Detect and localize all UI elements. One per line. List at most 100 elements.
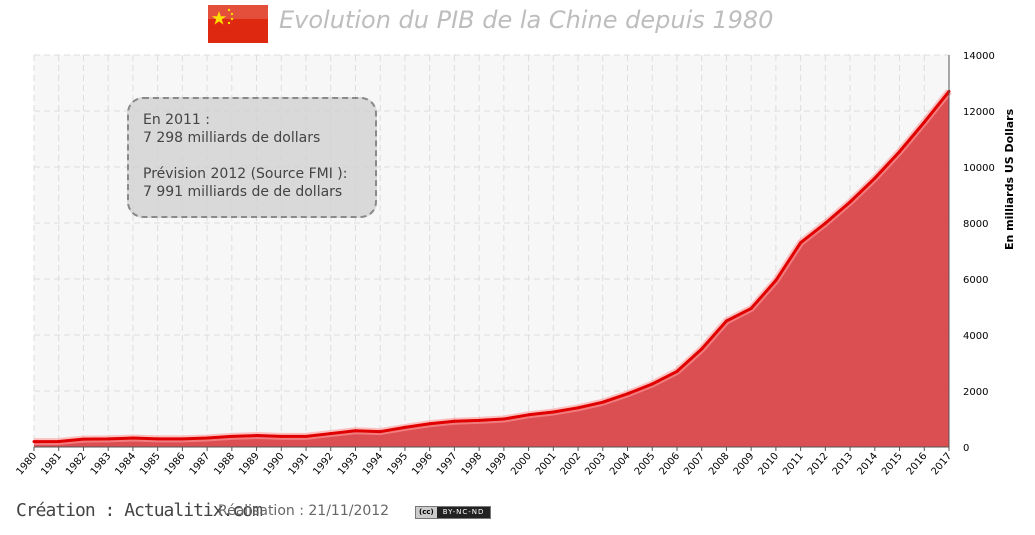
x-tick-label: 2016 bbox=[905, 451, 930, 478]
data-point bbox=[626, 392, 630, 396]
y-tick-label: 12000 bbox=[963, 107, 995, 118]
annotation-line: 7 991 milliards de de dollars bbox=[143, 184, 343, 200]
y-tick-label: 8000 bbox=[963, 219, 988, 230]
data-point bbox=[551, 410, 555, 414]
data-point bbox=[57, 440, 61, 444]
data-point bbox=[700, 347, 704, 351]
chart-title: Evolution du PIB de la Chine depuis 1980 bbox=[279, 6, 774, 34]
data-point bbox=[576, 406, 580, 410]
data-point bbox=[428, 422, 432, 426]
x-tick-label: 1989 bbox=[237, 451, 262, 478]
y-tick-label: 10000 bbox=[963, 163, 995, 174]
data-point bbox=[131, 436, 135, 440]
license-text: BY-NC-ND bbox=[442, 508, 485, 516]
data-point bbox=[477, 418, 481, 422]
x-tick-label: 1995 bbox=[385, 451, 410, 478]
data-point bbox=[749, 306, 753, 310]
x-tick-label: 2003 bbox=[583, 451, 608, 478]
x-tick-label: 1992 bbox=[311, 451, 336, 478]
y-axis-label: En milliards US Dollars bbox=[1003, 108, 1016, 250]
x-tick-label: 1982 bbox=[64, 451, 89, 478]
annotation-line: Prévision 2012 (Source FMI ): bbox=[143, 166, 348, 182]
data-point bbox=[724, 319, 728, 323]
y-tick-label: 4000 bbox=[963, 331, 988, 342]
x-tick-label: 2010 bbox=[756, 451, 781, 478]
x-tick-label: 1988 bbox=[212, 451, 237, 478]
annotation-box: En 2011 : 7 298 milliards de dollars Pré… bbox=[127, 97, 377, 218]
x-tick-label: 1997 bbox=[435, 451, 460, 478]
data-point bbox=[304, 434, 308, 438]
x-tick-label: 1994 bbox=[361, 451, 386, 478]
data-point bbox=[353, 429, 357, 433]
x-tick-label: 1984 bbox=[113, 451, 138, 478]
x-tick-label: 1985 bbox=[138, 451, 163, 478]
y-tick-label: 14000 bbox=[963, 51, 995, 62]
x-tick-label: 2002 bbox=[559, 451, 584, 478]
x-tick-label: 2001 bbox=[534, 451, 559, 478]
x-tick-label: 1996 bbox=[410, 451, 435, 478]
x-tick-label: 1991 bbox=[287, 451, 312, 478]
creation-credit: Création : Actualitix.com bbox=[16, 500, 263, 521]
data-point bbox=[650, 382, 654, 386]
x-tick-label: 2006 bbox=[657, 451, 682, 478]
series-line bbox=[33, 90, 951, 444]
data-point bbox=[32, 440, 36, 444]
data-point bbox=[799, 241, 803, 245]
x-tick-label: 2009 bbox=[732, 451, 757, 478]
x-tick-label: 1993 bbox=[336, 451, 361, 478]
realisation-date: Réalisation : 21/11/2012 bbox=[218, 503, 390, 519]
data-point bbox=[255, 434, 259, 438]
data-point bbox=[329, 432, 333, 436]
annotation-line: 7 298 milliards de dollars bbox=[143, 130, 321, 146]
china-flag-icon bbox=[208, 5, 268, 43]
x-tick-label: 2008 bbox=[707, 451, 732, 478]
data-point bbox=[502, 417, 506, 421]
data-point bbox=[81, 437, 85, 441]
x-tick-label: 2012 bbox=[806, 451, 831, 478]
x-tick-label: 2011 bbox=[781, 451, 806, 478]
x-tick-label: 1986 bbox=[163, 451, 188, 478]
data-point bbox=[279, 434, 283, 438]
area-fill bbox=[34, 91, 949, 448]
x-tick-label: 1990 bbox=[262, 451, 287, 478]
data-point bbox=[230, 434, 234, 438]
x-tick-label: 1998 bbox=[460, 451, 485, 478]
data-point bbox=[774, 278, 778, 282]
y-tick-label: 6000 bbox=[963, 275, 988, 286]
x-tick-label: 2005 bbox=[633, 451, 658, 478]
x-tick-label: 2004 bbox=[608, 451, 633, 478]
data-point bbox=[180, 437, 184, 441]
x-tick-label: 2014 bbox=[855, 451, 880, 478]
x-tick-label: 2015 bbox=[880, 451, 905, 478]
data-point bbox=[898, 150, 902, 154]
x-tick-label: 1981 bbox=[39, 451, 64, 478]
y-tick-label: 2000 bbox=[963, 387, 988, 398]
x-tick-label: 1987 bbox=[188, 451, 213, 478]
data-point bbox=[922, 120, 926, 124]
data-point bbox=[823, 221, 827, 225]
x-tick-label: 1980 bbox=[15, 451, 40, 478]
data-point bbox=[403, 425, 407, 429]
x-tick-label: 2017 bbox=[930, 451, 955, 478]
x-tick-label: 2013 bbox=[831, 451, 856, 478]
data-point bbox=[452, 419, 456, 423]
data-point bbox=[601, 400, 605, 404]
y-tick-label: 0 bbox=[963, 443, 969, 454]
data-point bbox=[848, 200, 852, 204]
data-area bbox=[32, 89, 952, 448]
license-badge[interactable]: (cc) BY-NC-ND bbox=[415, 506, 492, 519]
data-point bbox=[205, 436, 209, 440]
cc-icon: (cc) bbox=[416, 507, 437, 518]
data-point bbox=[675, 369, 679, 373]
annotation-line: En 2011 : bbox=[143, 112, 210, 128]
x-tick-label: 2000 bbox=[509, 451, 534, 478]
x-tick-label: 2007 bbox=[682, 451, 707, 478]
data-point bbox=[106, 437, 110, 441]
data-point bbox=[873, 176, 877, 180]
data-point bbox=[156, 437, 160, 441]
data-point bbox=[527, 413, 531, 417]
x-tick-label: 1983 bbox=[89, 451, 114, 478]
data-point bbox=[378, 430, 382, 434]
x-tick-label: 1999 bbox=[484, 451, 509, 478]
